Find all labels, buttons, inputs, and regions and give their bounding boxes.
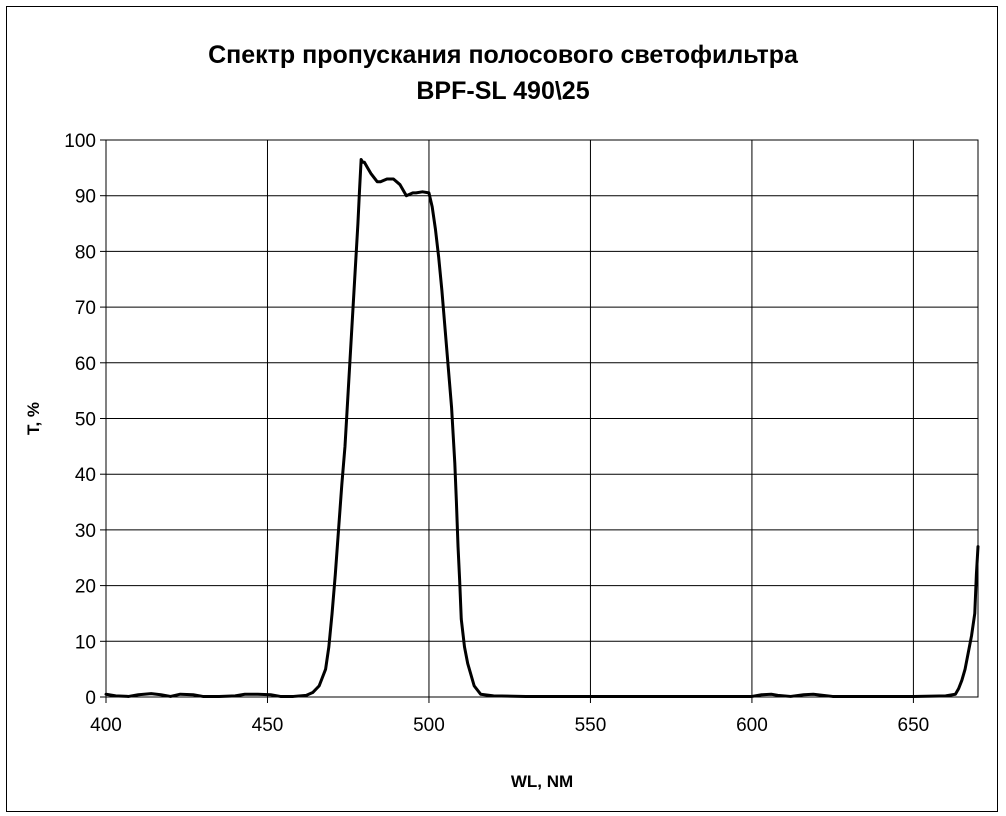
y-tick-label: 80: [75, 242, 96, 263]
x-tick-label: 400: [90, 715, 122, 736]
chart-title-line-1: Спектр пропускания полосового светофильт…: [208, 41, 798, 69]
tick-labels: 0 10 20 30 40 50 60 70 80 90 100 400 450 500 550 600 650: [64, 131, 929, 736]
y-axis-title: T, %: [24, 402, 43, 435]
y-tick-label: 60: [75, 354, 96, 375]
x-axis-title: WL, NM: [511, 772, 573, 791]
y-tick-label: 90: [75, 187, 96, 208]
y-tick-label: 70: [75, 298, 96, 319]
y-tick-label: 30: [75, 521, 96, 542]
x-tick-label: 500: [413, 715, 445, 736]
x-tick-label: 550: [575, 715, 607, 736]
x-tick-label: 600: [736, 715, 768, 736]
x-tick-label: 650: [898, 715, 930, 736]
x-tick-label: 450: [252, 715, 284, 736]
chart-title-line-2: BPF-SL 490\25: [416, 77, 590, 105]
series-transmission-line: [104, 158, 980, 698]
grid-layer: [100, 139, 978, 703]
y-tick-label: 20: [75, 577, 96, 598]
y-tick-label: 40: [75, 465, 96, 486]
y-tick-label: 50: [75, 410, 96, 431]
y-tick-label: 0: [85, 688, 96, 709]
y-tick-label: 10: [75, 632, 96, 653]
y-tick-label: 100: [64, 131, 96, 152]
